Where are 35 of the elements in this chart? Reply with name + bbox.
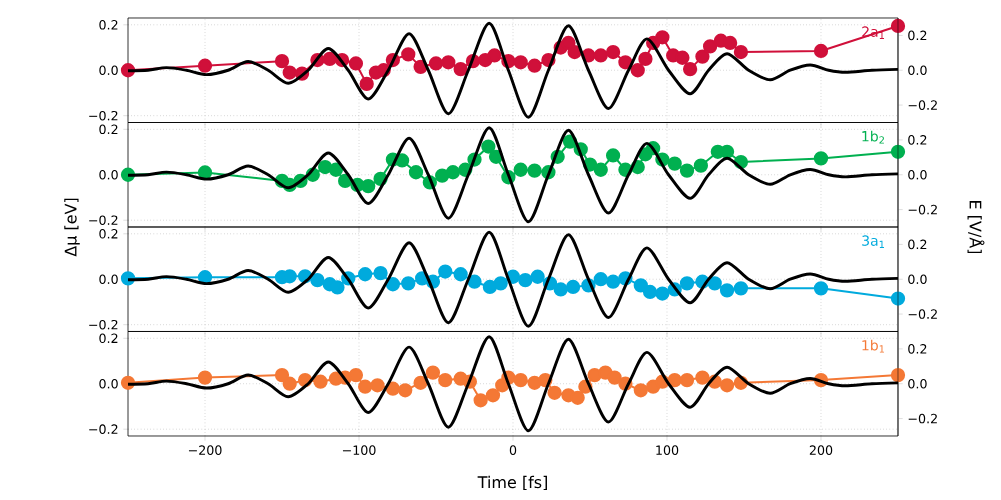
x-tick-label: 100 (656, 445, 679, 455)
y2-axis-title: E [V/Å] (967, 201, 985, 254)
y2-tick-label: 0.0 (908, 169, 927, 180)
y2-tick-label: 0.0 (908, 65, 927, 76)
y2-tick-label: 0.2 (908, 239, 927, 250)
y-tick-label: 0.2 (99, 229, 118, 239)
y-tick-label: 0.2 (99, 20, 118, 30)
series-label: 1b$_{2}$ (862, 130, 884, 144)
y2-tick-label: −0.2 (908, 309, 937, 319)
y2-tick-label: 0.2 (908, 135, 927, 145)
y-tick-label: 0.2 (99, 124, 118, 135)
y-tick-label: −0.2 (89, 319, 118, 330)
y-tick-label: −0.2 (89, 110, 118, 121)
series-label: 1b$_{1}$ (862, 339, 885, 353)
x-axis-title: Time [fs] (477, 475, 547, 491)
y-tick-label: 0.0 (99, 169, 118, 180)
x-tick-label: 200 (809, 445, 833, 455)
y2-tick-label: −0.2 (908, 204, 937, 215)
y-axis-title: Δμ [eV] (64, 198, 80, 257)
y-tick-label: −0.2 (89, 215, 118, 225)
y-tick-label: −0.2 (89, 424, 118, 434)
y2-tick-label: 0.2 (908, 30, 927, 41)
y2-tick-label: 0.0 (908, 378, 927, 389)
y2-tick-label: −0.2 (908, 100, 937, 110)
text: 3a$_{1}$ (862, 235, 885, 248)
y-tick-label: 0.0 (99, 378, 118, 389)
x-tick-label: −200 (188, 445, 222, 455)
y2-tick-label: 0.2 (908, 344, 927, 354)
y2-tick-label: −0.2 (908, 413, 937, 424)
y2-tick-label: 0.0 (908, 274, 927, 285)
x-tick-label: 0 (509, 445, 517, 455)
y-tick-label: 0.0 (99, 274, 118, 285)
x-tick-label: −100 (342, 445, 376, 455)
y-tick-label: 0.0 (99, 65, 118, 76)
y-tick-label: 0.2 (99, 333, 118, 344)
